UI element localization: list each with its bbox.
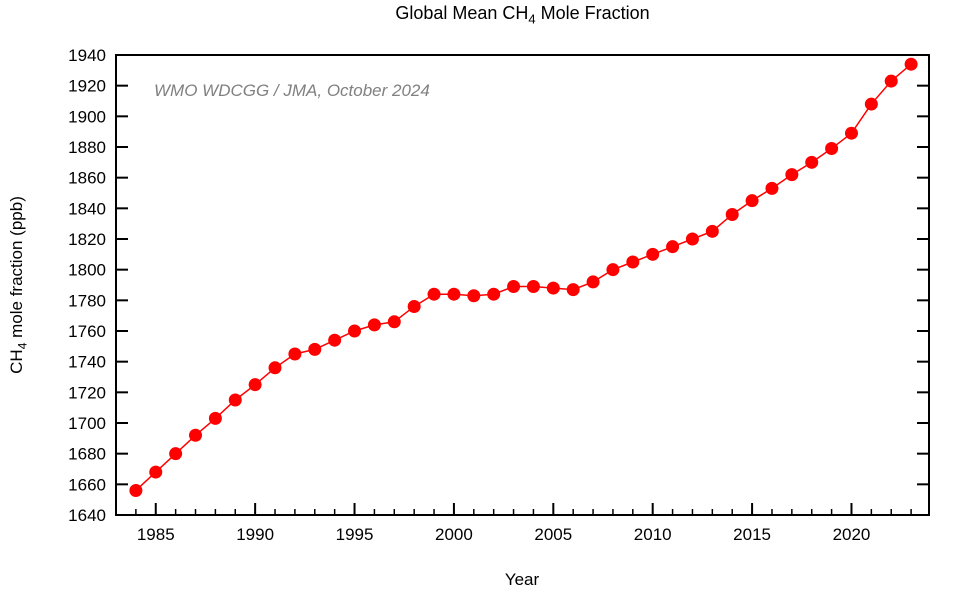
data-point [189,428,203,442]
x-tick-label: 1995 [336,525,374,544]
data-point [685,232,699,246]
data-point [745,194,759,208]
data-point [328,333,342,347]
y-tick-label: 1820 [68,230,106,249]
data-point [825,142,839,156]
data-point [646,247,660,261]
data-point [507,280,521,294]
y-tick-label: 1700 [68,414,106,433]
ch4-series [129,57,918,497]
data-point [805,155,819,169]
data-point [129,483,143,497]
data-point [546,281,560,295]
axes: 1640 1660 1680 1700 1720 1740 1760 1780 1800 1820… [68,46,930,544]
data-point [884,74,898,88]
data-point [308,342,322,356]
y-tick-label: 1840 [68,199,106,218]
source-annotation: WMO WDCGG / JMA, October 2024 [154,81,430,100]
x-tick-label: 2005 [534,525,572,544]
data-point [666,240,680,254]
data-point [586,275,600,289]
data-point [407,299,421,313]
data-point [566,283,580,297]
y-tick-label: 1780 [68,291,106,310]
x-tick-label: 2020 [833,525,871,544]
data-point [387,315,401,329]
data-point [288,347,302,361]
data-point [208,411,222,425]
chart-title-subscript: 4 [528,11,536,27]
chart-title-part1: Global Mean CH [395,3,529,23]
y-tick-label: 1860 [68,169,106,188]
data-point [427,287,441,301]
data-point [725,207,739,221]
data-point [785,168,799,182]
y-tick-label: 1880 [68,138,106,157]
data-point [248,378,262,392]
data-point [228,393,242,407]
data-point [526,280,540,294]
data-point [705,224,719,238]
data-point [765,181,779,195]
data-point [844,126,858,140]
y-tick-label: 1900 [68,107,106,126]
data-point [864,97,878,111]
data-point [268,361,282,375]
data-point [626,255,640,269]
data-point [169,447,183,461]
y-tick-label: 1760 [68,322,106,341]
data-point [467,289,481,303]
data-point [487,287,501,301]
data-point [904,57,918,71]
x-tick-label: 1985 [137,525,175,544]
y-tick-label: 1920 [68,77,106,96]
y-tick-label: 1740 [68,353,106,372]
y-tick-label: 1680 [68,445,106,464]
chart-title-part2: Mole Fraction [535,3,650,23]
x-tick-label: 1990 [236,525,274,544]
data-point [149,465,163,479]
y-tick-label: 1800 [68,261,106,280]
x-tick-label: 2015 [733,525,771,544]
data-point [348,324,362,338]
x-axis-title: Year [504,570,540,589]
chart-title: Global Mean CH4 Mole Fraction [116,3,929,27]
x-tick-label: 2010 [634,525,672,544]
x-tick-label: 2000 [435,525,473,544]
y-tick-label: 1940 [68,46,106,65]
y-tick-label: 1660 [68,475,106,494]
y-tick-label: 1640 [68,506,106,525]
data-point [367,318,381,332]
y-tick-label: 1720 [68,383,106,402]
data-point [447,287,461,301]
data-point [606,263,620,277]
